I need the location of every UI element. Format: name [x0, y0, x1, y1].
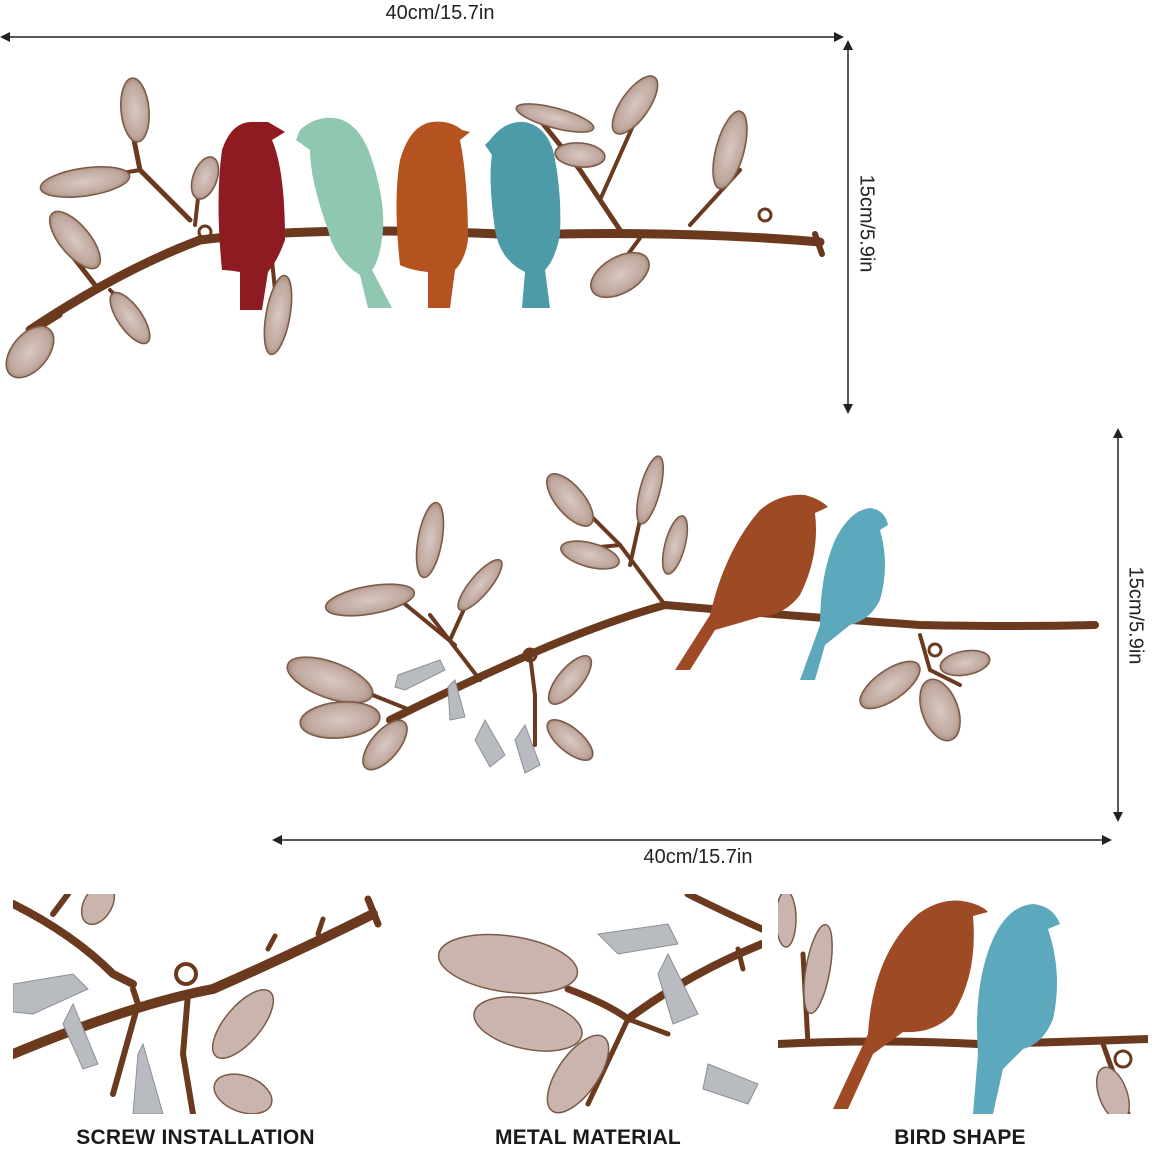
bird-mint — [296, 117, 392, 308]
middle-width-arrow — [272, 835, 1112, 845]
caption-screw-installation: SCREW INSTALLATION — [76, 1126, 315, 1149]
bird-blue — [800, 508, 888, 680]
leaves — [286, 455, 991, 771]
leaves — [5, 75, 748, 379]
bird-shape-panel — [778, 894, 1148, 1114]
bird-rust — [833, 900, 988, 1109]
metal-material-image — [438, 894, 762, 1114]
caption-bird-shape: BIRD SHAPE — [894, 1126, 1026, 1149]
screw-installation-image — [13, 894, 382, 1114]
bird-shape-image — [778, 894, 1148, 1114]
middle-width-label: 40cm/15.7in — [643, 846, 753, 868]
metal-material-panel — [438, 894, 762, 1114]
bird-orange — [396, 121, 470, 308]
top-height-arrow — [843, 40, 853, 414]
two-birds-artwork — [286, 455, 1099, 774]
top-height-label: 15cm/5.9in — [855, 174, 878, 273]
top-width-label: 40cm/15.7in — [385, 2, 495, 24]
middle-height-arrow — [1113, 428, 1123, 822]
flowers — [394, 659, 541, 774]
bird-teal — [485, 121, 561, 309]
middle-height-label: 15cm/5.9in — [1124, 566, 1147, 665]
caption-metal-material: METAL MATERIAL — [495, 1126, 681, 1149]
bird-rust — [675, 494, 828, 670]
screw-installation-panel — [13, 894, 383, 1114]
four-birds-artwork — [5, 75, 825, 379]
bird-blue — [973, 904, 1060, 1114]
bird-red — [218, 121, 285, 310]
top-width-arrow — [0, 32, 844, 42]
